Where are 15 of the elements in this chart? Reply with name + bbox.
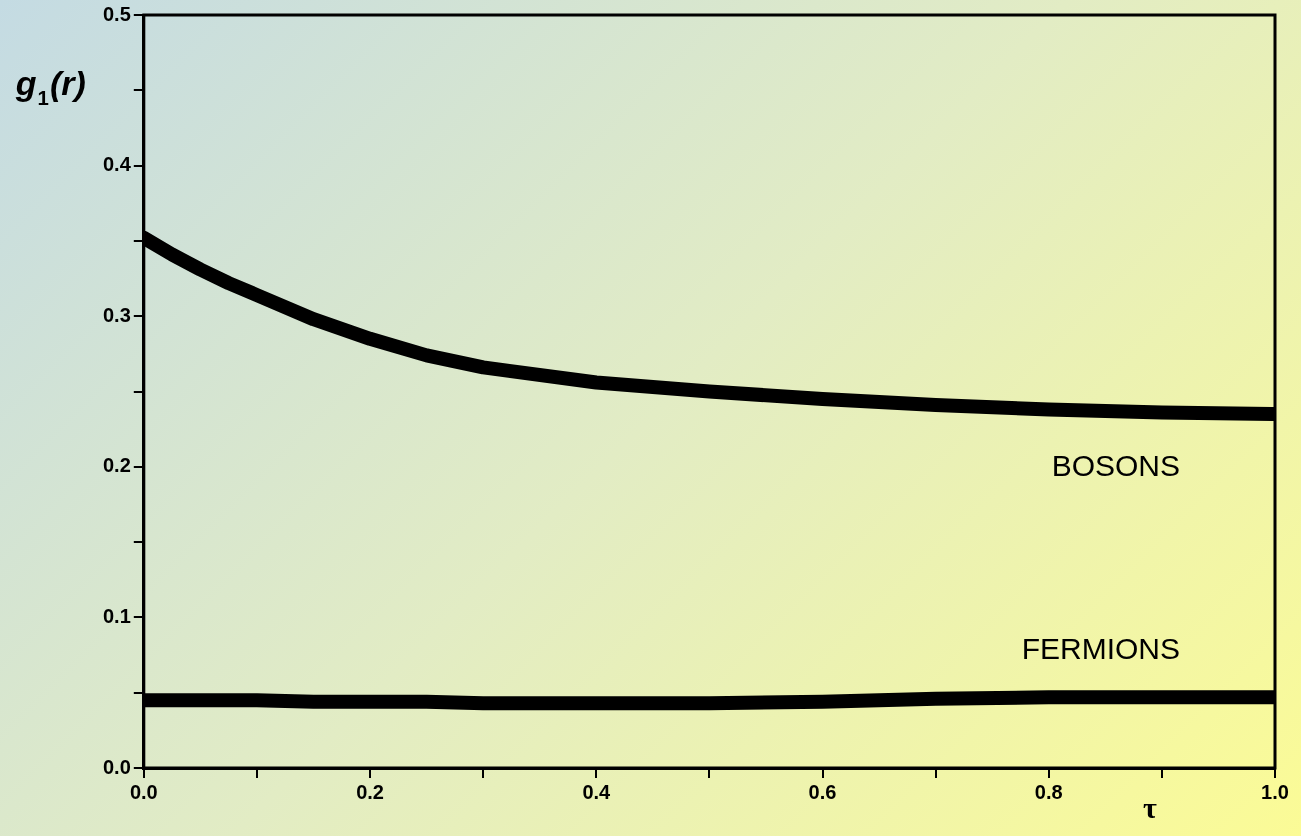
x-axis-title: τ [1143, 791, 1158, 824]
y-tick-label: 0.1 [102, 604, 131, 627]
x-tick-label: 0.2 [356, 780, 384, 803]
y-tick-label: 0.5 [102, 2, 131, 25]
series-label: BOSONS [1051, 449, 1180, 483]
x-tick-label: 0.6 [808, 780, 837, 803]
x-tick-label: 0.4 [582, 780, 612, 803]
y-tick-label: 0.0 [102, 755, 131, 778]
series-label: FERMIONS [1021, 632, 1180, 666]
y-tick-label: 0.4 [102, 153, 132, 176]
x-tick-label: 0.8 [1034, 780, 1063, 803]
y-tick-label: 0.3 [102, 303, 131, 326]
x-tick-label: 0.0 [129, 780, 158, 803]
y-tick-label: 0.2 [102, 454, 131, 477]
x-tick-label: 1.0 [1261, 780, 1289, 803]
